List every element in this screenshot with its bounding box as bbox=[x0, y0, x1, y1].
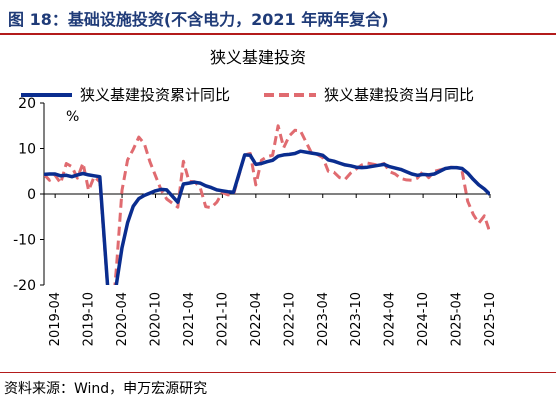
y-unit-label: % bbox=[66, 109, 79, 125]
x-tick-label: 2025-04 bbox=[450, 292, 465, 346]
x-tick-label: 2019-04 bbox=[48, 292, 63, 346]
x-tick-label: 2020-04 bbox=[115, 292, 130, 346]
y-tick-label: 0 bbox=[27, 187, 36, 203]
y-tick-label: 20 bbox=[18, 96, 36, 112]
x-tick-label: 2019-10 bbox=[82, 292, 97, 346]
x-tick-label: 2022-04 bbox=[249, 292, 264, 346]
x-tick-label: 2021-04 bbox=[182, 292, 197, 346]
x-tick-label: 2025-10 bbox=[483, 292, 498, 346]
y-tick-label: -10 bbox=[13, 233, 36, 249]
x-tick-label: 2022-10 bbox=[282, 292, 297, 346]
x-tick-label: 2020-10 bbox=[149, 292, 164, 346]
y-tick-label: -20 bbox=[13, 278, 36, 294]
x-tick-label: 2021-10 bbox=[215, 292, 230, 346]
y-axis: -20 -10 0 10 20 bbox=[13, 96, 45, 294]
figure-title: 图 18：基础设施投资(不含电力，2021 年两年复合) bbox=[8, 10, 389, 29]
series-line-monthly bbox=[44, 124, 490, 285]
plot-area bbox=[44, 124, 490, 285]
x-tick-label: 2023-10 bbox=[349, 292, 364, 346]
title-rule bbox=[0, 33, 556, 35]
y-tick-label: 10 bbox=[18, 142, 36, 158]
series-line-cumulative bbox=[44, 149, 490, 285]
legend: 狭义基建投资累计同比 狭义基建投资当月同比 bbox=[21, 86, 474, 104]
source-rule bbox=[0, 372, 556, 373]
chart: 狭义基建投资 狭义基建投资累计同比 狭义基建投资当月同比 % -20 -10 0 10… bbox=[13, 48, 498, 346]
source-note: 资料来源：Wind，申万宏源研究 bbox=[4, 381, 208, 397]
chart-title: 狭义基建投资 bbox=[210, 48, 306, 67]
legend-label-monthly: 狭义基建投资当月同比 bbox=[324, 86, 474, 104]
x-tick-label: 2023-04 bbox=[316, 292, 331, 346]
x-axis: 2019-04 2019-10 2020-04 2020-10 2021-04 2021-… bbox=[44, 193, 498, 346]
legend-label-cumulative: 狭义基建投资累计同比 bbox=[80, 86, 230, 104]
x-tick-label: 2024-04 bbox=[383, 292, 398, 346]
x-tick-label: 2024-10 bbox=[416, 292, 431, 346]
